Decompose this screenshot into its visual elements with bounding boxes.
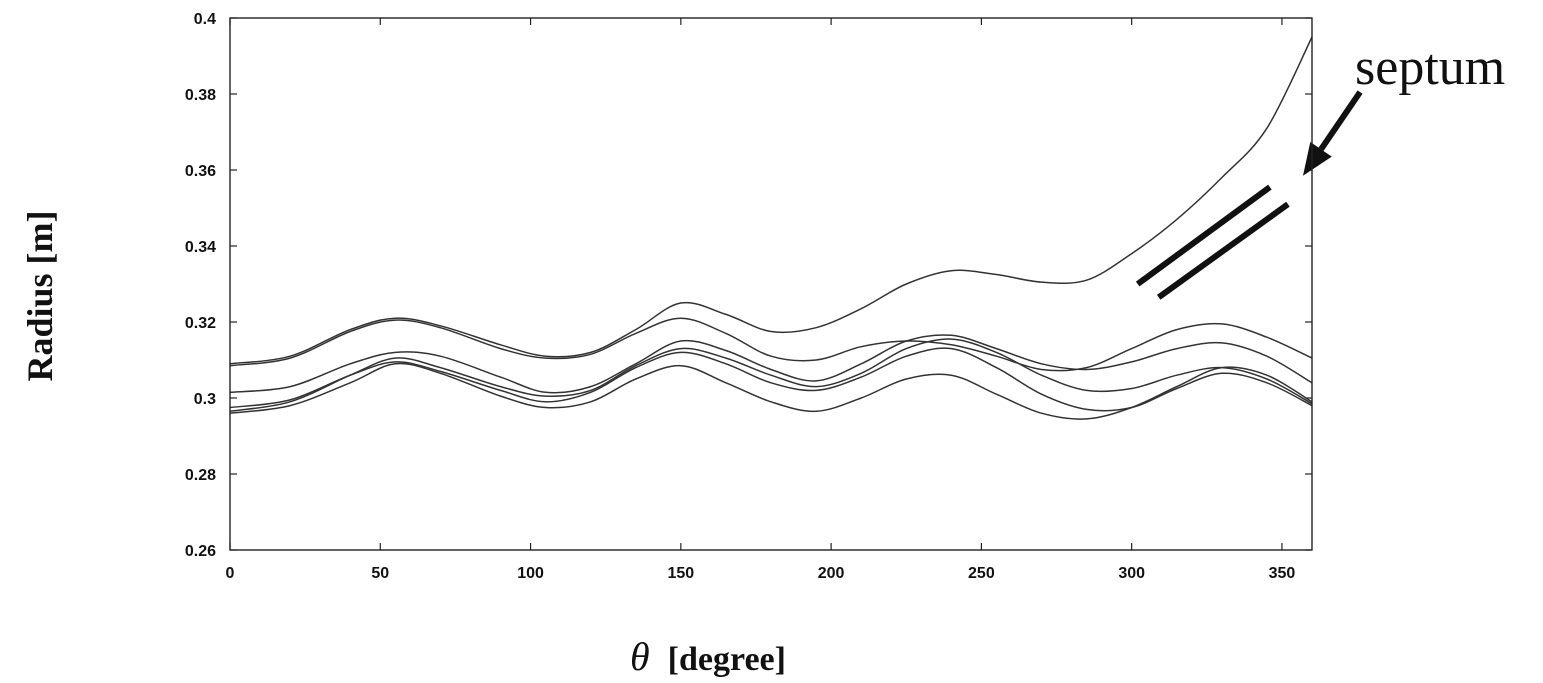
series-line-2 — [229, 317, 1313, 372]
y-tick-label: 0.28 — [185, 467, 216, 484]
y-tick-label: 0.4 — [194, 11, 216, 28]
x-tick-label: 150 — [667, 565, 694, 582]
x-axis-label-unit: [degree] — [668, 641, 786, 678]
y-tick-label: 0.26 — [185, 543, 216, 560]
series-line-3 — [229, 334, 1313, 394]
septum-line-1 — [1135, 184, 1272, 287]
x-tick-label: 250 — [968, 565, 995, 582]
x-axis-label-symbol: θ — [630, 634, 650, 679]
series-line-1 — [229, 36, 1313, 365]
septum-arrow-head — [1302, 141, 1332, 176]
y-tick-label: 0.3 — [194, 391, 216, 408]
x-tick-label: 50 — [371, 565, 389, 582]
x-axis-label: θ [degree] — [630, 634, 786, 679]
septum-marker — [1135, 90, 1363, 300]
series-lines — [229, 36, 1313, 420]
septum-arrow-shaft — [1318, 90, 1363, 151]
x-tick-label: 200 — [818, 565, 845, 582]
y-tick-label: 0.36 — [185, 163, 216, 180]
y-tick-label: 0.38 — [185, 87, 216, 104]
y-tick-label: 0.34 — [185, 239, 216, 256]
septum-annotation: septum — [1355, 39, 1505, 96]
y-axis-ticks: 0.26 0.28 0.3 0.32 0.34 0.36 0.38 0.4 — [185, 11, 1312, 560]
x-tick-label: 300 — [1118, 565, 1145, 582]
x-axis-ticks: 0 50 100 150 200 250 300 350 — [226, 18, 1296, 582]
y-tick-label: 0.32 — [185, 315, 216, 332]
series-line-4 — [229, 338, 1313, 413]
x-tick-label: 100 — [517, 565, 544, 582]
y-axis-label: Radius [m] — [20, 210, 60, 381]
series-line-6 — [229, 362, 1313, 420]
septum-line-2 — [1156, 201, 1290, 300]
x-tick-label: 0 — [226, 565, 235, 582]
plot-frame — [229, 17, 1313, 551]
x-tick-label: 350 — [1269, 565, 1296, 582]
